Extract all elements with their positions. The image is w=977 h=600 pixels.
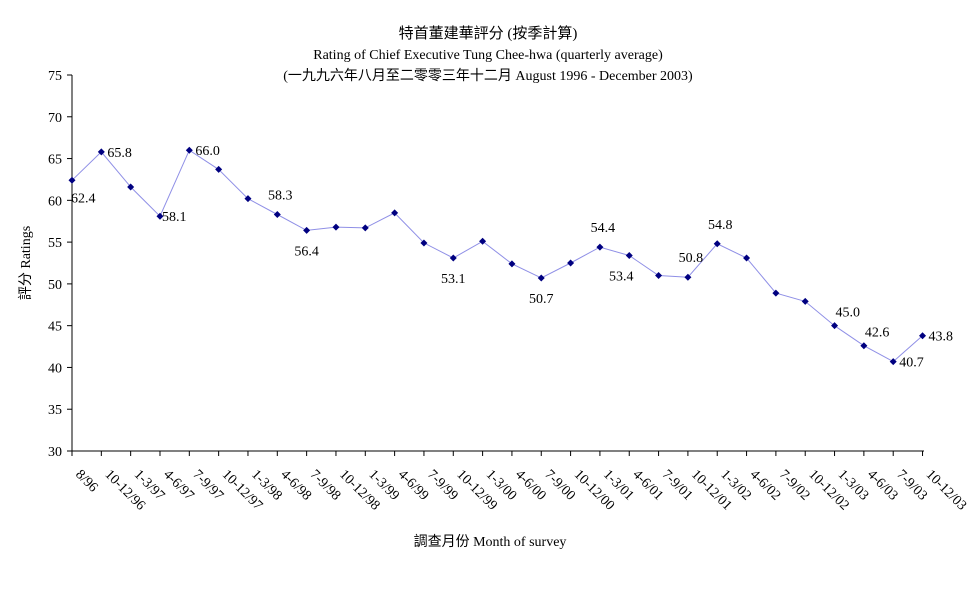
x-tick-label: 4-6/02 [747,467,783,503]
x-tick-label: 7-9/01 [659,467,695,503]
data-label: 58.1 [162,210,187,225]
data-point-marker [684,273,692,281]
data-point-marker [303,226,311,234]
x-tick-label: 4-6/00 [512,467,548,503]
x-tick-label: 4-6/99 [395,467,431,503]
x-tick-label: 7-9/03 [893,467,929,503]
data-point-marker [772,289,780,297]
data-point-marker [156,212,164,220]
data-point-marker [244,195,252,203]
data-label: 54.8 [708,218,733,233]
data-point-marker [801,297,809,305]
chart-title: 特首董建華評分 (按季計算) [399,24,578,42]
data-point-marker [215,165,223,173]
data-label: 66.0 [195,144,220,159]
data-point-marker [479,237,487,245]
data-point-marker [537,274,545,282]
data-point-marker [889,358,897,366]
x-axis-ticks: 8/96 10-12/961-3/974-6/977-9/9710-12/971-… [71,451,969,514]
x-tick-label: 8/96 [72,467,100,495]
series-line [71,149,923,363]
y-tick-label: 55 [48,236,62,251]
x-tick-label: 7-9/98 [307,467,343,503]
y-tick-label: 50 [48,278,62,293]
data-label: 62.4 [71,191,96,206]
data-point-marker [127,183,135,191]
chart-subtitle-range: (一九九六年八月至二零零三年十二月 August 1996 - December… [283,68,693,84]
y-axis-ticks: 30 35 40 45 50 55 60 65 70 75 [48,69,72,460]
data-label: 53.4 [609,269,634,284]
data-point-marker [185,146,193,154]
data-label: 40.7 [899,356,924,371]
x-tick-label: 4-6/97 [160,467,196,503]
y-tick-label: 35 [48,403,62,418]
data-label: 50.8 [679,251,704,266]
y-tick-label: 40 [48,361,62,376]
x-tick-label: 7-9/99 [424,467,460,503]
data-point-marker [332,223,340,231]
data-point-marker [273,211,281,219]
data-label: 54.4 [591,221,616,236]
y-tick-label: 60 [48,194,62,209]
data-point-marker [713,240,721,248]
y-tick-label: 65 [48,153,62,168]
data-label: 53.1 [441,272,466,287]
data-label: 42.6 [865,326,890,341]
data-point-marker [743,254,751,262]
data-point-marker [567,259,575,267]
data-label: 45.0 [836,306,861,321]
data-label: 50.7 [529,292,554,307]
data-label: 58.3 [268,189,293,204]
x-tick-label: 10-12/03 [923,467,969,513]
data-point-marker [596,243,604,251]
data-point-marker [68,176,76,184]
y-tick-label: 30 [48,445,62,460]
data-point-marker [919,332,927,340]
data-point-marker [508,260,516,268]
data-labels: 62.4 65.8 58.1 66.0 58.3 56.4 53.1 50.7 54.4 53.4… [71,144,953,370]
data-label: 56.4 [294,244,319,259]
data-point-marker [361,224,369,232]
x-axis-label: 調查月份 Month of survey [414,534,567,550]
x-tick-label: 7-9/00 [541,467,577,503]
data-point-marker [449,254,457,262]
data-point-marker [655,272,663,280]
y-tick-label: 70 [48,111,62,126]
x-tick-label: 4-6/01 [629,467,665,503]
y-axis-label: 評分 Ratings [18,226,34,300]
x-tick-label: 7-9/97 [189,467,225,503]
data-point-marker [97,148,105,156]
data-point-marker [860,342,868,350]
y-tick-label: 75 [48,69,62,84]
x-tick-label: 4-6/98 [277,467,313,503]
chart-subtitle: Rating of Chief Executive Tung Chee-hwa … [313,48,663,63]
data-markers [68,146,927,366]
data-point-marker [625,251,633,259]
data-point-marker [420,239,428,247]
data-point-marker [831,322,839,330]
data-label: 65.8 [107,146,131,161]
data-point-marker [391,209,399,217]
x-tick-label: 4-6/03 [864,467,900,503]
y-tick-label: 45 [48,320,62,335]
x-tick-label: 7-9/02 [776,467,812,503]
data-label: 43.8 [929,330,954,345]
